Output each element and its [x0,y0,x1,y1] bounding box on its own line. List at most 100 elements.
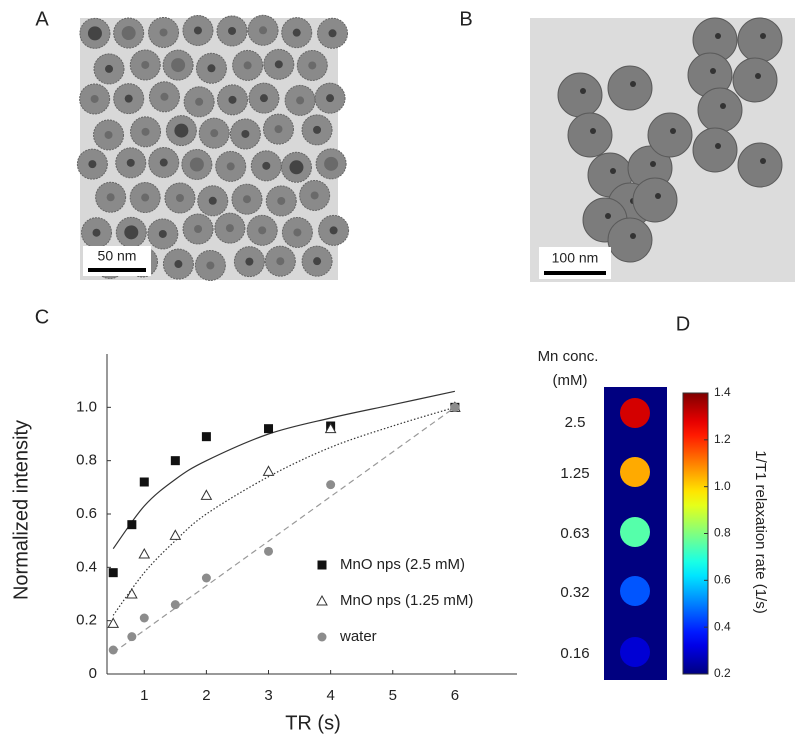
marker-triangle [169,529,182,540]
particle-core [710,68,716,74]
particle-core [324,156,339,171]
particle-core [228,95,237,104]
x-tick-label: 2 [202,687,210,704]
y-axis-title: Normalized intensity [10,420,32,600]
row-label: 1.25 [560,465,589,482]
particle-core [329,226,338,235]
particle-core [210,129,219,138]
marker-circle [201,573,211,583]
marker-circle [264,546,274,556]
particle-core [206,261,215,270]
marker-square [201,432,211,442]
particle-core [262,161,271,170]
particle-core [328,29,337,38]
particle-core [760,158,766,164]
particle-core [308,61,317,70]
particle-core [141,60,150,69]
legend-marker [317,632,327,642]
particle-core [104,130,113,139]
marker-triangle [200,489,213,500]
particle-core [175,193,184,202]
row-title: (mM) [553,372,588,389]
particle-core [670,128,676,134]
x-axis-title: TR (s) [285,712,341,734]
tem-image-b [530,17,795,282]
particle-core [243,61,252,70]
particle-core [171,58,186,73]
particle-core [630,233,636,239]
particle-core [630,81,636,87]
particle-core [159,28,168,37]
heatmap-spot [620,576,650,606]
particle-core [313,257,322,266]
marker-circle [108,645,118,655]
colorbar-tick-label: 1.0 [714,479,731,493]
x-tick-label: 3 [264,687,272,704]
colorbar [682,392,709,675]
particle-core [610,168,616,174]
marker-circle [139,613,149,623]
marker-square [139,477,149,487]
particle-core [313,125,322,134]
legend-marker [317,560,327,570]
colorbar-tick-label: 0.4 [714,619,731,633]
particle-core [242,195,251,204]
scale-bar-label: 50 nm [98,248,137,264]
particle-core [245,257,254,266]
particle-core [277,196,286,205]
scale-bar-label: 100 nm [552,250,599,266]
particle-core [289,160,304,175]
marker-triangle [107,617,120,628]
particle-core [92,228,101,237]
particle-core [141,193,150,202]
particle-core [580,88,586,94]
x-tick-label: 1 [140,687,148,704]
row-label: 0.16 [560,645,589,662]
marker-circle [127,632,137,642]
particle-core [106,193,115,202]
particle-core [655,193,661,199]
particle-core [310,191,319,200]
heatmap-spot [620,398,650,428]
particle-core [760,33,766,39]
particle-core [195,97,204,106]
particle-core [326,94,335,103]
particle [607,65,653,111]
particle-core [105,64,114,73]
particle-core [174,123,189,138]
particle-core [228,26,237,35]
row-label: 0.32 [560,584,589,601]
particle-core [193,26,202,35]
particle-core [650,161,656,167]
row-label: 0.63 [560,525,589,542]
scale-bar [544,271,606,275]
particle-core [124,225,139,240]
particle-core [90,94,99,103]
particle-core [590,128,596,134]
particle-core [293,228,302,237]
colorbar-title: 1/T1 relaxation rate (1/s) [752,450,769,613]
fit-line [112,406,456,654]
marker-circle [450,402,460,412]
fit-line [112,390,456,550]
particle [737,142,783,188]
particle-core [194,225,203,234]
marker-triangle [262,465,275,476]
marker-triangle [125,587,138,599]
marker-square [170,456,180,466]
particle [647,112,693,158]
particle-core [189,157,204,172]
panel-label: B [459,8,472,30]
particle-core [208,196,217,205]
particle-core [715,143,721,149]
particle [567,112,613,158]
particle-core [276,257,285,266]
particle-core [259,94,268,103]
heatmap-spot [620,517,650,547]
particle-core [258,226,267,235]
particle [737,17,783,63]
marker-triangle [138,547,151,559]
colorbar-tick-label: 0.2 [714,666,731,680]
legend-label: MnO nps (2.5 mM) [340,556,465,573]
